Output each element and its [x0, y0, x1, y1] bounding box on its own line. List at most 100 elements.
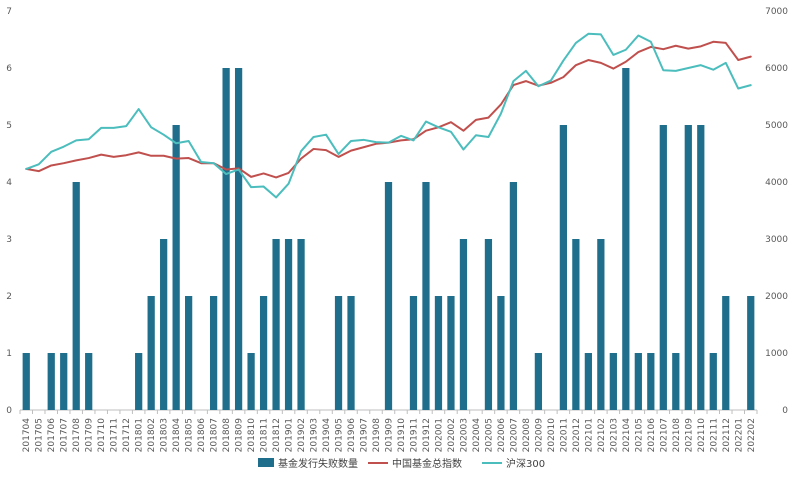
y-right-tick-label: 4000 — [765, 178, 788, 188]
x-tick-label: 202106 — [647, 418, 657, 453]
bar — [334, 296, 343, 410]
x-tick-label: 201709 — [85, 418, 95, 453]
bar — [284, 239, 293, 410]
bar — [147, 296, 155, 410]
legend-label: 沪深300 — [506, 457, 545, 470]
bar — [422, 182, 430, 410]
y-left-tick-label: 3 — [6, 235, 12, 245]
bar — [160, 239, 168, 410]
x-tick-label: 201811 — [260, 418, 270, 452]
bar — [434, 296, 443, 410]
x-tick-label: 201704 — [22, 418, 32, 453]
x-tick-label: 201903 — [310, 418, 320, 452]
x-tick-label: 201809 — [235, 418, 245, 453]
x-tick-label: 202105 — [634, 418, 644, 452]
y-right-tick-label: 3000 — [765, 235, 788, 245]
x-tick-label: 201802 — [147, 418, 157, 452]
x-tick-label: 202101 — [584, 418, 594, 452]
x-tick-label: 202011 — [559, 418, 569, 452]
bar — [409, 296, 418, 410]
bar — [222, 68, 230, 410]
bar — [234, 68, 243, 410]
x-tick-label: 201907 — [360, 418, 370, 452]
bar — [634, 353, 642, 410]
bar — [297, 239, 305, 410]
bar — [447, 296, 455, 410]
bar — [722, 296, 730, 410]
x-tick-label: 202004 — [472, 418, 482, 453]
bar — [172, 125, 180, 410]
bar — [534, 353, 543, 410]
legend-swatch-bar — [258, 458, 274, 467]
x-tick-label: 201804 — [172, 418, 182, 453]
bars-layer — [22, 68, 755, 410]
x-tick-label: 202003 — [459, 418, 469, 452]
x-tick-label: 202110 — [697, 418, 707, 453]
x-tick-label: 201912 — [422, 418, 432, 452]
x-tick-label: 201910 — [397, 418, 407, 453]
x-tick-label: 201909 — [385, 418, 395, 453]
bar — [609, 353, 617, 410]
bar — [509, 182, 518, 410]
x-tick-label: 202108 — [672, 418, 682, 453]
x-tick-label: 202007 — [509, 418, 519, 452]
x-tick-label: 201710 — [97, 418, 107, 453]
x-tick-label: 201904 — [322, 418, 332, 453]
bar — [597, 239, 605, 410]
x-tick-label: 201708 — [72, 418, 82, 453]
lines-layer — [25, 32, 752, 199]
x-tick-label: 201712 — [122, 418, 132, 452]
series-line — [25, 32, 752, 199]
bar — [559, 125, 568, 410]
x-tick-label: 202002 — [447, 418, 457, 452]
y-right-tick-label: 0 — [782, 406, 788, 416]
x-tick-label: 201706 — [47, 418, 57, 453]
bar — [347, 296, 355, 410]
x-tick-label: 201906 — [347, 418, 357, 453]
x-tick-label: 201905 — [335, 418, 345, 452]
y-left-tick-label: 2 — [6, 292, 12, 302]
series-line — [25, 40, 752, 179]
legend-label: 基金发行失败数量 — [278, 457, 358, 470]
x-tick-label: 201810 — [247, 418, 257, 453]
x-tick-label: 202112 — [722, 418, 732, 452]
bar — [209, 296, 218, 410]
x-tick-label: 202010 — [547, 418, 557, 453]
bar — [47, 353, 55, 410]
y-right-tick-label: 5000 — [765, 121, 788, 131]
y-left-tick-label: 1 — [6, 349, 12, 359]
x-tick-label: 202008 — [522, 418, 532, 453]
bar — [72, 182, 80, 410]
bar — [747, 296, 755, 410]
x-tick-label: 202012 — [572, 418, 582, 452]
y-left-tick-label: 6 — [6, 64, 12, 74]
x-tick-label: 202201 — [734, 418, 744, 452]
x-tick-label: 201812 — [272, 418, 282, 452]
x-tick-label: 202103 — [609, 418, 619, 452]
x-tick-label: 202107 — [659, 418, 669, 452]
bar — [497, 296, 505, 410]
x-tick-label: 202009 — [534, 418, 544, 453]
x-tick-label: 201908 — [372, 418, 382, 453]
bar — [85, 353, 93, 410]
bar — [572, 239, 580, 410]
y-right-tick-label: 2000 — [765, 292, 788, 302]
x-tick-label: 202102 — [597, 418, 607, 452]
bar — [272, 239, 280, 410]
bar — [459, 239, 468, 410]
axes-layer: 0 1 2 3 4 5 6 7 0 1000 2000 3000 4000 5000 6000 7000 201… — [6, 7, 788, 452]
bar — [484, 239, 493, 410]
y-right-tick-label: 6000 — [765, 64, 788, 74]
y-right-tick-label: 1000 — [765, 349, 788, 359]
bar — [647, 353, 655, 410]
legend: 基金发行失败数量 中国基金总指数 沪深300 — [258, 457, 545, 470]
x-tick-label: 201707 — [60, 418, 70, 452]
x-tick-label: 201911 — [409, 418, 419, 452]
x-tick-label: 201803 — [160, 418, 170, 452]
x-tick-label: 202005 — [484, 418, 494, 452]
x-tick-label: 202109 — [684, 418, 694, 453]
bar — [709, 353, 717, 410]
y-left-tick-label: 0 — [6, 406, 12, 416]
y-right-tick-label: 7000 — [765, 7, 788, 17]
